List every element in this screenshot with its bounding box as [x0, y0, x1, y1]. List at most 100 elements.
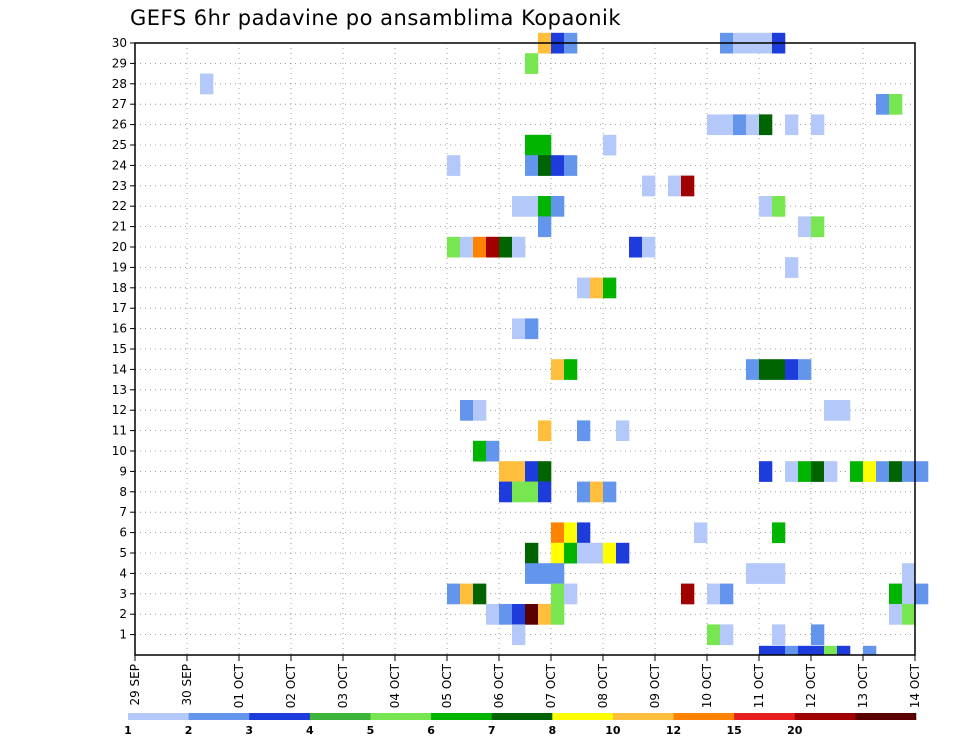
x-tick-label: 03 OCT [336, 663, 350, 708]
legend-swatch [491, 713, 553, 720]
heatmap-cell [577, 420, 591, 442]
y-tick-label: 14 [112, 362, 127, 376]
x-tick-label: 11 OCT [752, 663, 766, 708]
legend-level-label: 2 [185, 724, 193, 737]
x-tick-label: 01 OCT [232, 663, 246, 708]
y-tick-label: 12 [112, 403, 127, 417]
x-tick-label: 06 OCT [492, 663, 506, 708]
heatmap-cell [577, 277, 591, 299]
heatmap-cell [551, 155, 565, 176]
legend-swatch [552, 713, 614, 720]
x-tick-label: 12 OCT [804, 663, 818, 708]
y-tick-label: 25 [112, 138, 127, 152]
heatmap-cell [603, 542, 617, 564]
heatmap-cell [473, 400, 487, 421]
x-tick-label: 04 OCT [388, 663, 402, 708]
legend-level-label: 4 [306, 724, 314, 737]
x-tick-label: 29 SEP [128, 664, 142, 706]
y-tick-label: 28 [112, 77, 127, 91]
heatmap-cell [473, 583, 487, 605]
heatmap-cell [538, 461, 552, 482]
heatmap-cell [590, 542, 604, 564]
heatmap-cell [720, 583, 734, 605]
x-tick-label: 13 OCT [856, 663, 870, 708]
y-tick-label: 27 [112, 97, 127, 111]
legend-swatch [794, 713, 856, 720]
heatmap-cell [525, 563, 539, 584]
x-tick-label: 02 OCT [284, 663, 298, 708]
legend-level-label: 8 [548, 724, 556, 737]
heatmap-cell [538, 155, 552, 176]
heatmap-cell [447, 155, 461, 176]
legend-level-label: 12 [666, 724, 681, 737]
heatmap-cell [538, 216, 552, 238]
heatmap-cell [889, 604, 903, 625]
heatmap-cell [759, 461, 773, 482]
x-tick-label: 08 OCT [596, 663, 610, 708]
heatmap-cell [759, 563, 773, 584]
y-tick-label: 30 [112, 36, 127, 50]
heatmap-cell [525, 318, 539, 340]
x-tick-label: 07 OCT [544, 663, 558, 708]
heatmap-cell [590, 481, 604, 503]
heatmap-cell [551, 604, 565, 625]
legend-swatch [188, 713, 250, 720]
heatmap-cell [902, 461, 916, 482]
heatmap-cell [460, 236, 474, 258]
x-tick-label: 30 SEP [180, 664, 194, 706]
heatmap-cell [525, 604, 539, 625]
heatmap-cell [499, 236, 513, 258]
heatmap-cell [824, 400, 838, 421]
heatmap-cell [681, 583, 695, 605]
heatmap-cell [629, 236, 643, 258]
heatmap-cell [473, 440, 487, 462]
heatmap-cell [473, 236, 487, 258]
heatmap-cell [447, 236, 461, 258]
heatmap-cell [759, 359, 773, 380]
heatmap-cell [850, 461, 864, 482]
heatmap-cell [564, 583, 578, 605]
legend-level-label: 1 [124, 724, 132, 737]
heatmap-cell [876, 94, 890, 115]
heatmap-cell [512, 318, 526, 340]
heatmap-cell [564, 155, 578, 176]
heatmap-cell [525, 461, 539, 482]
heatmap-cell [889, 461, 903, 482]
heatmap-cell [707, 624, 721, 646]
heatmap-cell [590, 277, 604, 299]
x-tick-label: 10 OCT [700, 663, 714, 708]
heatmap-cell [837, 645, 851, 656]
heatmap-cell [512, 461, 526, 482]
heatmap-cell [902, 563, 916, 584]
heatmap-cell [460, 400, 474, 421]
legend-swatch [734, 713, 796, 720]
legend-swatch [612, 713, 674, 720]
heatmap-cell [694, 522, 708, 544]
heatmap-cell [772, 359, 786, 380]
heatmap-cell [551, 359, 565, 380]
y-tick-label: 15 [112, 342, 127, 356]
heatmap-cell [772, 645, 786, 656]
heatmap-cell [785, 645, 799, 656]
y-tick-label: 22 [112, 199, 127, 213]
y-tick-label: 7 [119, 505, 127, 519]
y-tick-label: 18 [112, 281, 127, 295]
heatmap-cell [798, 645, 812, 656]
legend-swatch [673, 713, 735, 720]
heatmap-cell [512, 236, 526, 258]
heatmap-cell [772, 196, 786, 217]
heatmap-cell [603, 481, 617, 503]
heatmap-cell [863, 461, 877, 482]
heatmap-cell [538, 604, 552, 625]
heatmap-cell [785, 461, 799, 482]
heatmap-cell [720, 114, 734, 136]
heatmap-cell [785, 114, 799, 136]
heatmap-cell [551, 583, 565, 605]
heatmap-cell [486, 440, 500, 462]
heatmap-cell [759, 114, 773, 136]
heatmap-cell [512, 624, 526, 646]
heatmap-cell [499, 481, 513, 503]
heatmap-cell [564, 542, 578, 564]
x-axis-ticks: 29 SEP 30 SEP 01 OCT 02 OCT 03 OCT 04 OCT 05 O… [128, 655, 922, 708]
